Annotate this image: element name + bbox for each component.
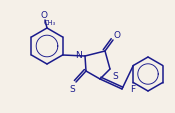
Text: S: S — [112, 71, 118, 80]
Text: S: S — [69, 84, 75, 93]
Text: CH₃: CH₃ — [44, 20, 56, 26]
Text: O: O — [114, 31, 121, 40]
Text: N: N — [75, 51, 82, 60]
Text: O: O — [40, 11, 47, 20]
Text: F: F — [130, 85, 135, 94]
